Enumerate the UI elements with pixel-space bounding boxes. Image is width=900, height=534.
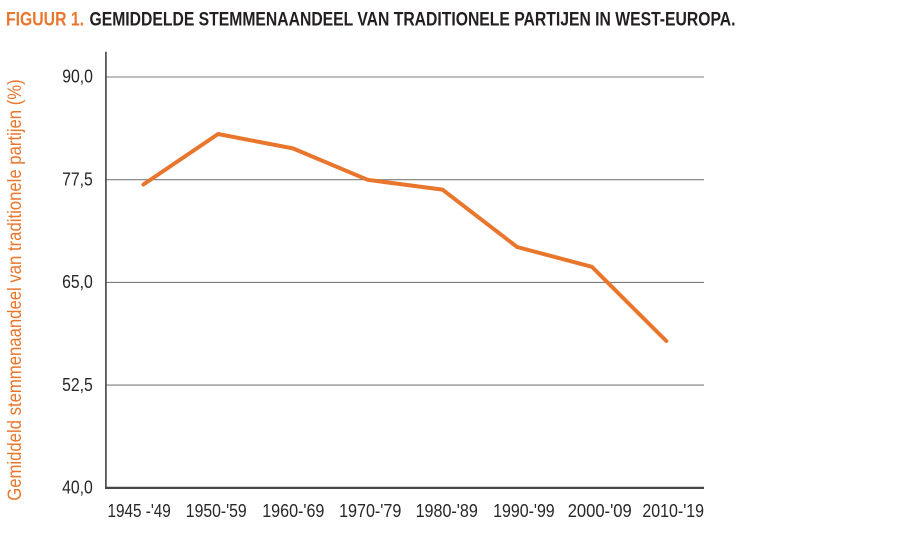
svg-text:40,0: 40,0 [62,477,93,497]
svg-text:1945 -'49: 1945 -'49 [108,501,171,521]
svg-text:1960-'69: 1960-'69 [262,501,324,521]
svg-text:65,0: 65,0 [62,272,93,292]
svg-text:FIGUUR 1.: FIGUUR 1. [6,9,84,31]
svg-text:1980-'89: 1980-'89 [416,501,478,521]
svg-text:1970-'79: 1970-'79 [339,501,401,521]
svg-text:1990-'99: 1990-'99 [493,501,555,521]
svg-text:Gemiddeld stemmenaandeel van t: Gemiddeld stemmenaandeel van traditionel… [5,79,26,501]
svg-text:GEMIDDELDE STEMMENAANDEEL VAN: GEMIDDELDE STEMMENAANDEEL VAN TRADITIONE… [90,9,736,31]
svg-text:2010-'19: 2010-'19 [642,501,704,521]
svg-text:1950-'59: 1950-'59 [186,501,247,521]
svg-text:2000-'09: 2000-'09 [568,501,632,521]
svg-text:52,5: 52,5 [62,375,93,395]
svg-text:90,0: 90,0 [62,67,93,87]
svg-text:77,5: 77,5 [62,169,93,189]
